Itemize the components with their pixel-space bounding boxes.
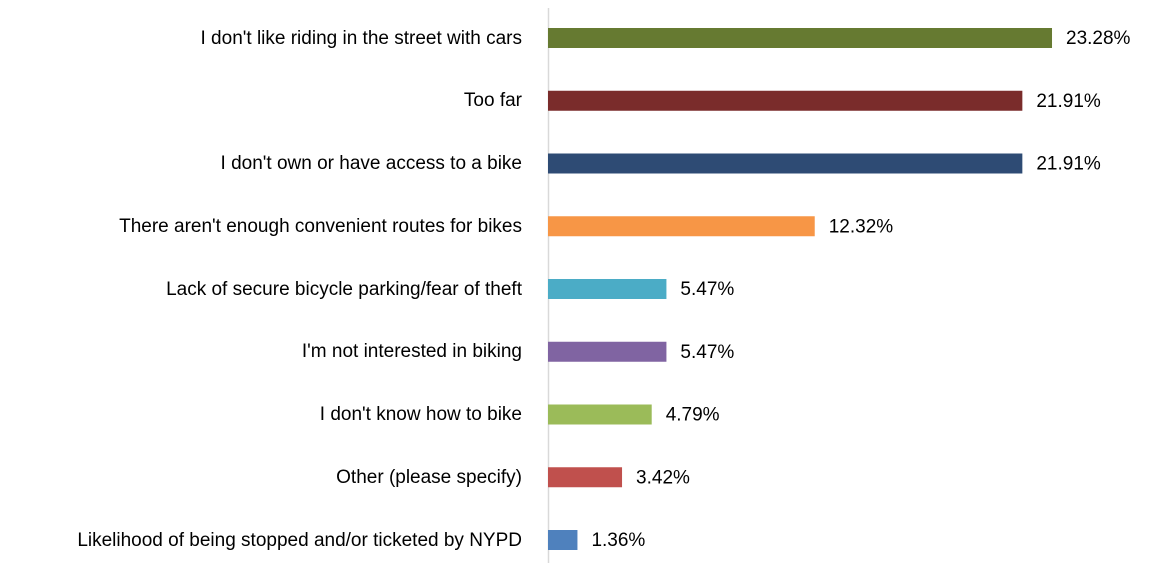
bar — [548, 404, 652, 425]
category-label: There aren't enough convenient routes fo… — [119, 215, 522, 237]
value-label: 5.47% — [680, 342, 734, 363]
value-label: 1.36% — [591, 530, 645, 551]
category-label: Lack of secure bicycle parking/fear of t… — [166, 278, 522, 300]
bar — [548, 216, 815, 237]
bar — [548, 279, 667, 299]
value-label: 23.28% — [1066, 28, 1131, 49]
value-label: 21.91% — [1036, 154, 1101, 175]
category-label: I don't know how to bike — [319, 404, 522, 425]
value-label: 21.91% — [1036, 91, 1101, 112]
bar — [548, 90, 1023, 111]
value-label: 5.47% — [680, 279, 734, 300]
bar — [548, 467, 623, 488]
category-label: Likelihood of being stopped and/or ticke… — [77, 529, 522, 551]
category-label: I don't own or have access to a bike — [220, 153, 522, 174]
bar — [548, 341, 667, 362]
value-label: 3.42% — [636, 467, 690, 488]
bar — [548, 530, 578, 550]
category-label: I'm not interested in biking — [301, 341, 522, 363]
value-label: 4.79% — [666, 405, 720, 426]
category-label: Too far — [463, 90, 522, 112]
category-label: Other (please specify) — [336, 466, 522, 488]
bar — [548, 153, 1023, 174]
bar — [548, 28, 1053, 48]
category-label: I don't like riding in the street with c… — [200, 27, 523, 49]
value-label: 12.32% — [829, 216, 894, 237]
